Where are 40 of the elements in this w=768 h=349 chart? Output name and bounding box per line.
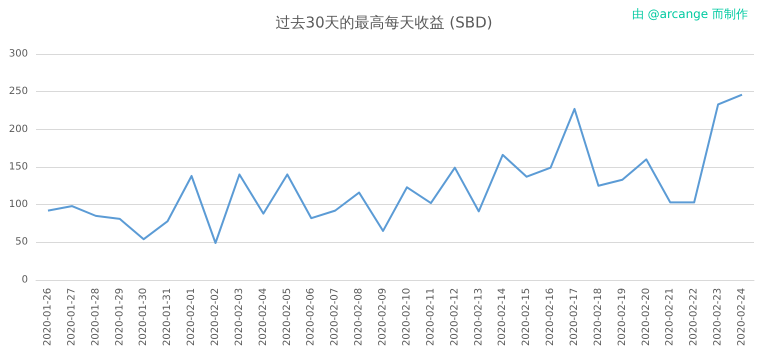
x-tick-label: 2020-02-16 xyxy=(545,288,556,346)
x-tick-label: 2020-01-30 xyxy=(138,288,150,346)
y-tick-label: 200 xyxy=(8,124,28,135)
y-tick-label: 50 xyxy=(15,236,28,248)
x-tick-label: 2020-02-23 xyxy=(712,288,724,346)
x-tick-label: 2020-02-08 xyxy=(354,288,365,346)
text: 由 @arcange 而制作 xyxy=(632,7,748,21)
x-tick-label: 2020-02-14 xyxy=(497,288,508,346)
y-tick-label: 0 xyxy=(22,274,28,286)
x-tick-label: 2020-02-17 xyxy=(569,288,580,346)
x-tick-label: 2020-02-22 xyxy=(688,288,700,346)
y-tick-label: 100 xyxy=(8,199,28,210)
x-tick-label: 2020-01-28 xyxy=(90,288,102,346)
x-tick-label: 2020-02-10 xyxy=(401,288,412,346)
x-tick-label: 2020-02-21 xyxy=(664,288,676,346)
x-tick-label: 2020-02-18 xyxy=(592,288,604,346)
x-tick-label: 2020-02-04 xyxy=(258,288,269,346)
x-tick-label: 2020-02-12 xyxy=(449,288,460,346)
x-tick-label: 2020-02-09 xyxy=(378,288,389,346)
x-tick-label: 2020-02-24 xyxy=(736,288,748,346)
x-tick-label: 2020-02-01 xyxy=(186,288,198,346)
x-tick-label: 2020-02-03 xyxy=(234,288,245,346)
x-tick-label: 2020-02-11 xyxy=(425,288,436,346)
y-tick-label: 250 xyxy=(8,86,28,98)
x-tick-label: 2020-02-07 xyxy=(330,288,341,346)
line-series xyxy=(46,94,744,244)
x-tick-label: 2020-01-31 xyxy=(162,288,174,346)
x-tick-label: 2020-02-20 xyxy=(640,288,652,346)
x-tick-label: 2020-02-02 xyxy=(210,288,221,346)
x-tick-label: 2020-02-15 xyxy=(521,288,532,346)
x-tick-label: 2020-02-13 xyxy=(473,288,484,346)
x-tick-label: 2020-01-26 xyxy=(42,288,54,346)
x-tick-label: 2020-01-29 xyxy=(114,288,126,346)
y-tick-label: 300 xyxy=(8,48,28,60)
x-tick-label: 2020-02-19 xyxy=(616,288,628,346)
x-tick-label: 2020-02-05 xyxy=(282,288,293,346)
x-tick-label: 2020-01-27 xyxy=(66,288,78,346)
x-tick-label: 2020-02-06 xyxy=(306,288,317,346)
y-tick-label: 150 xyxy=(8,161,28,172)
chart-title: 过去30天的最高每天收益 (SBD) xyxy=(276,14,492,32)
